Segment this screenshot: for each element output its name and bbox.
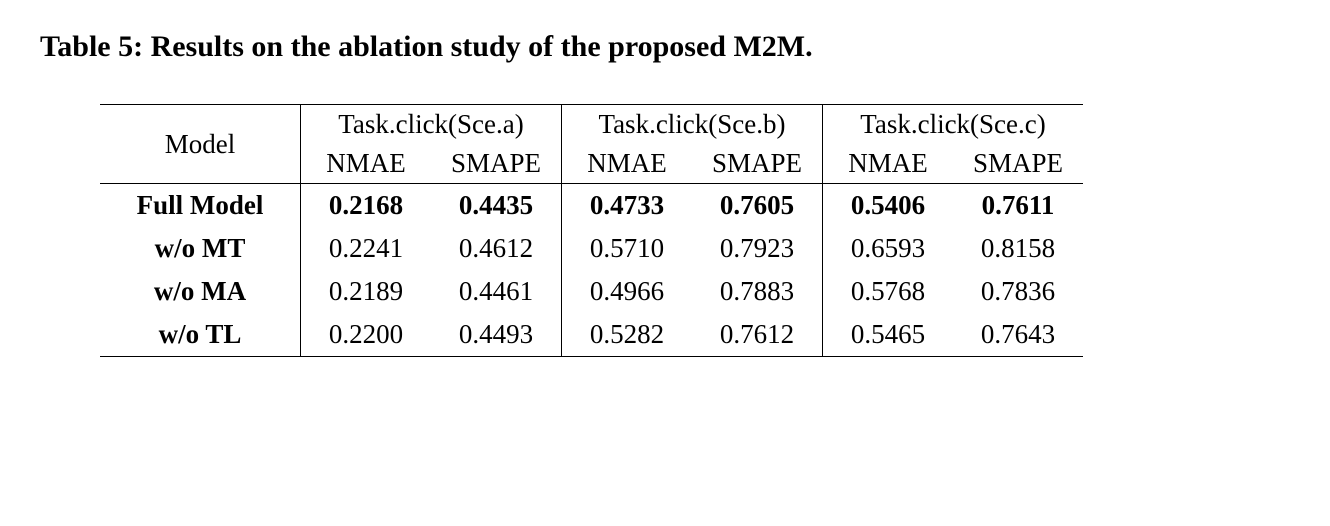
header-smape-c: SMAPE [953,144,1083,184]
row-label: Full Model [100,184,301,228]
cell-value: 0.2241 [301,227,432,270]
table-row: w/o MA0.21890.44610.49660.78830.57680.78… [100,270,1083,313]
header-model: Model [100,105,301,184]
header-nmae-c: NMAE [823,144,954,184]
table-row: Full Model0.21680.44350.47330.76050.5406… [100,184,1083,228]
cell-value: 0.5406 [823,184,954,228]
cell-value: 0.2168 [301,184,432,228]
header-nmae-a: NMAE [301,144,432,184]
cell-value: 0.5768 [823,270,954,313]
header-task-a: Task.click(Sce.a) [301,105,562,145]
header-smape-b: SMAPE [692,144,823,184]
cell-value: 0.2200 [301,313,432,357]
cell-value: 0.5465 [823,313,954,357]
ablation-table: Model Task.click(Sce.a) Task.click(Sce.b… [100,104,1083,357]
cell-value: 0.4461 [431,270,562,313]
header-task-c: Task.click(Sce.c) [823,105,1084,145]
cell-value: 0.7836 [953,270,1083,313]
cell-value: 0.4435 [431,184,562,228]
table-row: w/o MT0.22410.46120.57100.79230.65930.81… [100,227,1083,270]
header-smape-a: SMAPE [431,144,562,184]
table-row: w/o TL0.22000.44930.52820.76120.54650.76… [100,313,1083,357]
cell-value: 0.4733 [562,184,693,228]
cell-value: 0.5282 [562,313,693,357]
cell-value: 0.4493 [431,313,562,357]
cell-value: 0.4612 [431,227,562,270]
header-task-b: Task.click(Sce.b) [562,105,823,145]
table-container: Model Task.click(Sce.a) Task.click(Sce.b… [40,104,1290,357]
cell-value: 0.7643 [953,313,1083,357]
cell-value: 0.4966 [562,270,693,313]
row-label: w/o TL [100,313,301,357]
cell-value: 0.8158 [953,227,1083,270]
cell-value: 0.6593 [823,227,954,270]
cell-value: 0.7923 [692,227,823,270]
cell-value: 0.7611 [953,184,1083,228]
header-row-1: Model Task.click(Sce.a) Task.click(Sce.b… [100,105,1083,145]
cell-value: 0.5710 [562,227,693,270]
header-nmae-b: NMAE [562,144,693,184]
row-label: w/o MT [100,227,301,270]
cell-value: 0.7612 [692,313,823,357]
table-caption: Table 5: Results on the ablation study o… [40,30,1290,64]
cell-value: 0.7605 [692,184,823,228]
table-body: Full Model0.21680.44350.47330.76050.5406… [100,184,1083,357]
cell-value: 0.7883 [692,270,823,313]
cell-value: 0.2189 [301,270,432,313]
row-label: w/o MA [100,270,301,313]
